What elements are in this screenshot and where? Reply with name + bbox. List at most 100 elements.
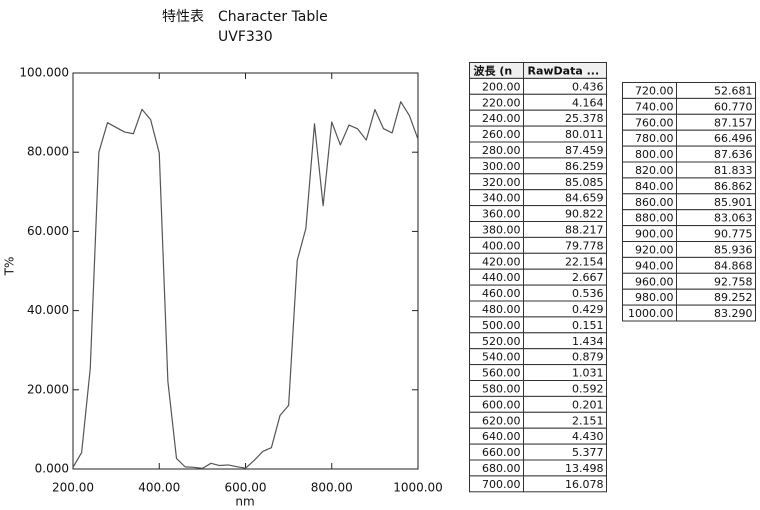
table-text: 88.217	[565, 223, 604, 236]
table-text: 800.00	[635, 148, 674, 161]
table-text: 580.00	[482, 382, 521, 395]
table-text: 320.00	[482, 176, 521, 189]
table-text: 0.436	[572, 80, 604, 93]
y-tick-label: 40.000	[27, 303, 69, 317]
table-text: 90.775	[714, 228, 753, 241]
table-text: 940.00	[635, 259, 674, 272]
table-text: 0.879	[572, 351, 604, 364]
table-text: 300.00	[482, 160, 521, 173]
table-text: 360.00	[482, 208, 521, 221]
table-text: 200.00	[482, 80, 521, 93]
table-text: 560.00	[482, 367, 521, 380]
table-text: 83.063	[714, 212, 753, 225]
table-text: 260.00	[482, 128, 521, 141]
table-text: 780.00	[635, 132, 674, 145]
table-text: 220.00	[482, 96, 521, 109]
table-text: 22.154	[565, 255, 604, 268]
table-text: 0.592	[572, 382, 604, 395]
table-text: 25.378	[565, 112, 604, 125]
table-text: 84.659	[565, 192, 604, 205]
table-text: 660.00	[482, 446, 521, 459]
table-text: 1.031	[572, 367, 604, 380]
table-text: 920.00	[635, 243, 674, 256]
table-text: 85.085	[565, 176, 604, 189]
table-text: 2.667	[572, 271, 604, 284]
table-text: 600.00	[482, 398, 521, 411]
table-text: 240.00	[482, 112, 521, 125]
table-text: 980.00	[635, 291, 674, 304]
table-text: 680.00	[482, 462, 521, 475]
table-text: 520.00	[482, 335, 521, 348]
table-text: 16.078	[565, 478, 604, 491]
x-tick-label: 1000.00	[393, 481, 443, 495]
table-text: 500.00	[482, 319, 521, 332]
table-text: 720.00	[635, 84, 674, 97]
table-text: 1000.00	[628, 307, 674, 320]
table-text: 80.011	[565, 128, 604, 141]
y-tick-label: 80.000	[27, 145, 69, 159]
table-text: 820.00	[635, 164, 674, 177]
table-text: 90.822	[565, 208, 604, 221]
table-text: 52.681	[714, 84, 753, 97]
table-text: 86.259	[565, 160, 604, 173]
table-text: 700.00	[482, 478, 521, 491]
table-text: 900.00	[635, 228, 674, 241]
subtitle: UVF330	[218, 29, 273, 45]
table-text: 0.536	[572, 287, 604, 300]
title: 特性表 Character Table	[162, 9, 328, 25]
table-text: 79.778	[565, 239, 604, 252]
y-tick-label: 60.000	[27, 224, 69, 238]
y-axis-label: T%	[3, 257, 17, 277]
table-text: 66.496	[714, 132, 753, 145]
x-tick-label: 200.00	[52, 481, 94, 495]
table-text: 740.00	[635, 100, 674, 113]
table-header: 波長 (n	[474, 63, 513, 77]
table-text: 400.00	[482, 239, 521, 252]
table-text: 480.00	[482, 303, 521, 316]
table-text: 460.00	[482, 287, 521, 300]
table-text: 860.00	[635, 196, 674, 209]
x-tick-label: 800.00	[311, 481, 353, 495]
table-text: 4.430	[572, 430, 604, 443]
table-text: 440.00	[482, 271, 521, 284]
table-cell	[523, 475, 607, 493]
table-text: 540.00	[482, 351, 521, 364]
table-cell	[676, 304, 756, 322]
table-text: 13.498	[565, 462, 604, 475]
table-text: 83.290	[714, 307, 753, 320]
y-tick-label: 20.000	[27, 382, 69, 396]
y-tick-label: 100.000	[19, 66, 69, 80]
table-text: 81.833	[714, 164, 753, 177]
table-text: 85.901	[714, 196, 753, 209]
y-tick-label: 0.000	[35, 462, 69, 476]
table-text: 92.758	[714, 275, 753, 288]
table-text: 760.00	[635, 116, 674, 129]
table-text: 4.164	[572, 96, 604, 109]
table-text: 420.00	[482, 255, 521, 268]
table-text: 380.00	[482, 223, 521, 236]
table-header: RawData ...	[528, 64, 600, 77]
table-text: 86.862	[714, 180, 753, 193]
table-text: 87.157	[714, 116, 753, 129]
table-text: 640.00	[482, 430, 521, 443]
table-text: 0.151	[572, 319, 604, 332]
table-text: 60.770	[714, 100, 753, 113]
table-text: 840.00	[635, 180, 674, 193]
table-text: 1.434	[572, 335, 604, 348]
table-text: 280.00	[482, 144, 521, 157]
table-text: 89.252	[714, 291, 753, 304]
x-tick-label: 600.00	[225, 481, 267, 495]
x-axis-label: nm	[235, 495, 254, 509]
table-text: 620.00	[482, 414, 521, 427]
table-text: 84.868	[714, 259, 753, 272]
table-text: 0.429	[572, 303, 604, 316]
table-text: 0.201	[572, 398, 604, 411]
table-text: 340.00	[482, 192, 521, 205]
table-text: 85.936	[714, 243, 753, 256]
table-text: 2.151	[572, 414, 604, 427]
table-text: 5.377	[572, 446, 604, 459]
table-text: 87.459	[565, 144, 604, 157]
x-tick-label: 400.00	[138, 481, 180, 495]
line	[72, 101, 419, 470]
